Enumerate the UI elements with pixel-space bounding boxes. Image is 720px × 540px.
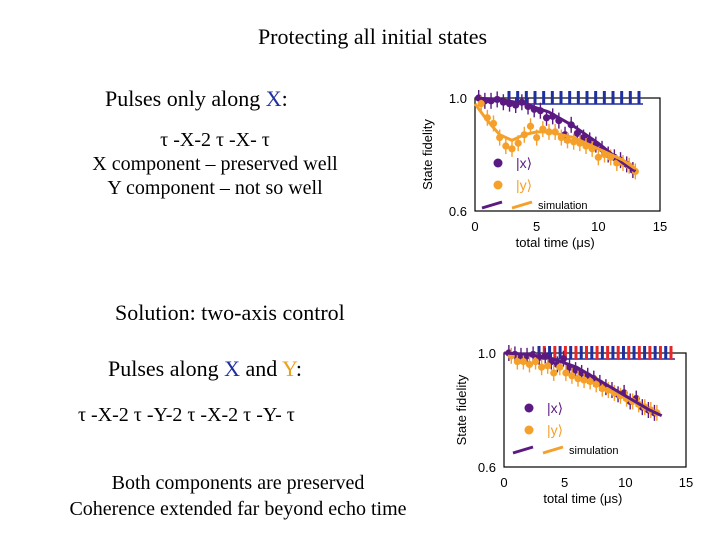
x-tick-label: 5 (533, 219, 540, 234)
panel2-heading-y: Y (281, 356, 296, 381)
panel1-heading-axis: X (265, 86, 282, 111)
data-point-y (538, 363, 546, 371)
legend-line-x (512, 445, 534, 455)
x-tick-label: 15 (653, 219, 667, 234)
data-point-y (574, 375, 582, 383)
data-point-y (477, 100, 485, 108)
simulation-line-x (503, 351, 663, 418)
data-point-y (556, 363, 564, 371)
panel2-heading-and: and (240, 356, 282, 381)
simulation-line-y (473, 102, 637, 170)
data-point-y (533, 133, 541, 142)
x-tick-label: 0 (471, 219, 478, 234)
plot-frame (503, 352, 687, 468)
data-point-y (562, 369, 570, 377)
legend-label-x: |x⟩ (547, 400, 563, 416)
conclusion-line1: Both components are preserved (111, 472, 365, 494)
legend-line-y (542, 445, 564, 455)
y-axis-label: State fidelity (454, 374, 469, 445)
legend-line-y (511, 200, 533, 210)
data-point-x (542, 114, 551, 122)
legend-marker-y (493, 180, 503, 190)
data-point-y (563, 136, 572, 144)
legend-label-simulation: simulation (538, 200, 588, 212)
data-point-y (525, 360, 534, 368)
x-tick-label: 10 (591, 219, 605, 234)
data-point-y (592, 380, 600, 388)
x-axis-label: total time (μs) (543, 491, 622, 506)
panel1-note-x: X component – preserved well (92, 153, 338, 175)
data-point-y (598, 385, 606, 393)
y-tick-label: 0.6 (449, 204, 467, 219)
data-point-y (594, 153, 602, 161)
panel1-heading: Pulses only along X: (105, 86, 288, 112)
panel1-heading-suffix: : (281, 86, 288, 111)
panel1-sequence: τ -X-2 τ -X- τ (160, 129, 270, 151)
panel2-heading-x: X (224, 356, 241, 381)
conclusion: Both components are preserved Coherence … (18, 470, 458, 522)
legend-label-x: |x⟩ (516, 155, 532, 171)
panel1-heading-prefix: Pulses only along (105, 86, 266, 111)
panel2-heading-prefix: Pulses along (108, 356, 225, 381)
legend-label-y: |y⟩ (516, 177, 532, 193)
data-point-y (544, 362, 552, 370)
legend-marker-x (493, 158, 503, 168)
data-point-y (526, 122, 535, 130)
legend-label-y: |y⟩ (547, 422, 563, 438)
data-point-y (586, 377, 594, 386)
x-tick-label: 5 (561, 475, 568, 490)
data-point-y (531, 357, 540, 366)
legend-line-x (481, 200, 503, 210)
panel1-description: τ -X-2 τ -X- τ X component – preserved w… (60, 128, 370, 200)
panel2-heading: Pulses along X and Y: (108, 356, 302, 382)
x-tick-label: 10 (618, 475, 632, 490)
legend-marker-y (524, 425, 534, 435)
solution-text: Solution: two-axis control (115, 300, 345, 325)
legend-marker-x (524, 403, 534, 413)
data-point-y (508, 145, 516, 153)
data-point-y (502, 142, 510, 150)
data-point-y (568, 372, 576, 380)
chart-pulses-x: State fidelity 1.0 0.6 0 5 10 15 total time (μs… (420, 90, 667, 250)
plot-frame (474, 97, 661, 212)
page-title: Protecting all initial states (257, 24, 488, 49)
y-tick-label: 0.6 (478, 460, 496, 475)
x-tick-label: 0 (500, 475, 507, 490)
legend-label-simulation: simulation (569, 445, 619, 457)
x-tick-label: 15 (679, 475, 693, 490)
data-point-y (550, 369, 558, 377)
y-axis-label: State fidelity (420, 119, 435, 190)
x-axis-label: total time (μs) (516, 235, 595, 250)
panel2-heading-suffix: : (295, 356, 302, 381)
y-tick-label: 1.0 (449, 91, 467, 106)
data-point-y (514, 139, 522, 147)
panel1-note-y: Y component – not so well (107, 177, 323, 199)
panel2-sequence: τ -X-2 τ -Y-2 τ -X-2 τ -Y- τ (78, 404, 295, 426)
conclusion-line2: Coherence extended far beyond echo time (69, 498, 407, 520)
data-point-y (580, 376, 588, 384)
data-point-y (519, 357, 528, 366)
data-point-y (513, 357, 521, 366)
y-tick-label: 1.0 (478, 346, 496, 361)
